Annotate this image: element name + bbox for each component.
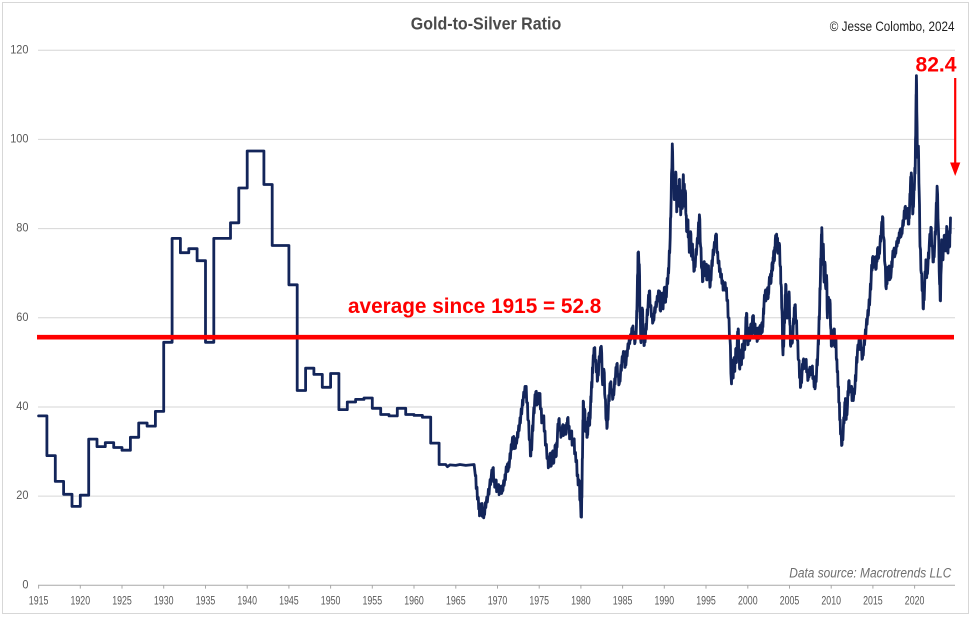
svg-text:1985: 1985 xyxy=(613,594,633,608)
svg-text:Data source: Macrotrends LLC: Data source: Macrotrends LLC xyxy=(789,566,951,581)
svg-text:average since 1915 = 52.8: average since 1915 = 52.8 xyxy=(348,294,601,318)
svg-text:1970: 1970 xyxy=(488,594,508,608)
svg-text:120: 120 xyxy=(10,44,28,56)
svg-text:80: 80 xyxy=(16,223,28,235)
svg-text:1915: 1915 xyxy=(29,594,49,608)
svg-text:1955: 1955 xyxy=(363,594,383,608)
svg-text:100: 100 xyxy=(10,134,28,146)
svg-text:1990: 1990 xyxy=(655,594,675,608)
svg-text:2010: 2010 xyxy=(821,594,841,608)
svg-text:2020: 2020 xyxy=(905,594,925,608)
svg-text:82.4: 82.4 xyxy=(916,52,957,76)
svg-text:40: 40 xyxy=(16,401,28,413)
svg-text:1920: 1920 xyxy=(71,594,91,608)
svg-text:1930: 1930 xyxy=(154,594,174,608)
svg-text:1995: 1995 xyxy=(696,594,716,608)
svg-text:1960: 1960 xyxy=(404,594,424,608)
svg-text:1980: 1980 xyxy=(571,594,591,608)
svg-text:1950: 1950 xyxy=(321,594,341,608)
svg-text:1935: 1935 xyxy=(196,594,216,608)
svg-text:2005: 2005 xyxy=(780,594,800,608)
svg-text:0: 0 xyxy=(22,579,28,591)
svg-text:1945: 1945 xyxy=(279,594,299,608)
svg-text:60: 60 xyxy=(16,312,28,324)
svg-text:1965: 1965 xyxy=(446,594,466,608)
svg-text:1925: 1925 xyxy=(112,594,132,608)
svg-text:1940: 1940 xyxy=(237,594,257,608)
svg-text:© Jesse Colombo, 2024: © Jesse Colombo, 2024 xyxy=(830,18,955,34)
svg-text:20: 20 xyxy=(16,490,28,502)
svg-text:2000: 2000 xyxy=(738,594,758,608)
svg-text:1975: 1975 xyxy=(529,594,549,608)
svg-text:Gold-to-Silver Ratio: Gold-to-Silver Ratio xyxy=(411,14,562,34)
svg-text:2015: 2015 xyxy=(863,594,883,608)
